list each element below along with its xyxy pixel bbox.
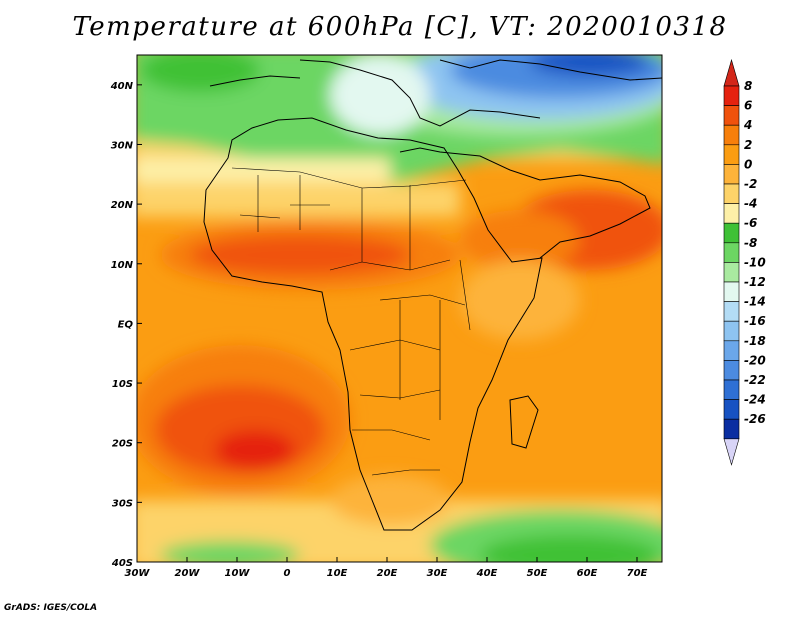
colorbar-swatch bbox=[723, 144, 740, 165]
colorbar-swatch bbox=[723, 124, 740, 146]
colorbar-label: -14 bbox=[744, 295, 766, 309]
lon-label: 20E bbox=[377, 568, 398, 579]
colorbar-label: 6 bbox=[744, 99, 752, 113]
colorbar-label: 2 bbox=[744, 138, 752, 152]
colorbar-swatch bbox=[723, 203, 740, 224]
lat-label: 10S bbox=[112, 379, 133, 390]
colorbar-swatch bbox=[723, 340, 740, 361]
lat-label: 30S bbox=[112, 498, 133, 509]
colorbar-label: -8 bbox=[744, 236, 757, 250]
longitude-labels: 30W 20W 10W 0 10E 20E 30E 40E 50E 60E 70E bbox=[125, 557, 648, 579]
colorbar-label: -22 bbox=[744, 373, 766, 387]
colorbar-bottom-arrow bbox=[723, 438, 740, 466]
lat-label: 40N bbox=[110, 81, 134, 92]
lon-label: 10E bbox=[327, 568, 348, 579]
lon-label: 20W bbox=[175, 568, 201, 579]
colorbar-swatch bbox=[723, 320, 740, 342]
colorbar-swatch bbox=[723, 262, 740, 283]
colorbar-swatch bbox=[723, 85, 740, 106]
colorbar-label: -2 bbox=[744, 177, 757, 191]
colorbar-swatch bbox=[723, 360, 740, 381]
lon-label: 0 bbox=[284, 568, 291, 579]
latitude-labels: 40N 30N 20N 10N EQ 10S 20S 30S 40S bbox=[110, 81, 142, 569]
lat-label: 10N bbox=[111, 260, 134, 271]
lat-label: 20S bbox=[112, 439, 133, 450]
temperature-field bbox=[137, 55, 662, 562]
colorbar-label: -10 bbox=[744, 255, 766, 269]
lon-label: 60E bbox=[577, 568, 598, 579]
africa-coastline bbox=[203, 59, 662, 531]
country-borders bbox=[231, 167, 471, 476]
lon-label: 30E bbox=[427, 568, 448, 579]
colorbar-swatch bbox=[723, 379, 740, 400]
colorbar-label: -6 bbox=[744, 216, 757, 230]
lon-label: 10W bbox=[225, 568, 251, 579]
colorbar-label: -4 bbox=[744, 197, 757, 211]
colorbar-label: -16 bbox=[744, 314, 766, 328]
lat-label: 20N bbox=[111, 200, 134, 211]
map-title: Temperature at 600hPa [C], VT: 202001031… bbox=[72, 12, 728, 42]
colorbar-label: 4 bbox=[743, 118, 752, 132]
colorbar-label: -26 bbox=[744, 412, 766, 426]
colorbar-label: 0 bbox=[744, 157, 752, 171]
lon-label: 70E bbox=[627, 568, 648, 579]
colorbar-swatch bbox=[723, 222, 740, 244]
colorbar-label: -18 bbox=[744, 334, 766, 348]
colorbar-top-arrow bbox=[723, 58, 740, 87]
colorbar-swatch bbox=[723, 242, 740, 263]
colorbar-label: 8 bbox=[744, 79, 752, 93]
colorbar-swatch bbox=[723, 183, 740, 204]
lat-label: 40S bbox=[111, 558, 133, 569]
colorbar-label: -12 bbox=[744, 275, 766, 289]
lon-label: 30W bbox=[125, 568, 151, 579]
colorbar: 8 6 4 2 0 -2 -4 -6 -8 -10 -12 -14 -16 -18 -20 -22 -24 -26 bbox=[723, 58, 766, 466]
grads-credit: GrADS: IGES/COLA bbox=[4, 603, 98, 613]
lat-label: 30N bbox=[111, 140, 134, 151]
colorbar-swatch bbox=[723, 105, 740, 126]
lon-label: 50E bbox=[527, 568, 548, 579]
colorbar-swatch bbox=[723, 281, 740, 302]
colorbar-swatch bbox=[723, 301, 740, 322]
lat-label: EQ bbox=[118, 319, 134, 330]
colorbar-swatch bbox=[723, 399, 740, 420]
colorbar-swatch bbox=[723, 418, 740, 440]
colorbar-swatch bbox=[723, 164, 740, 185]
map-frame bbox=[136, 54, 663, 563]
colorbar-label: -20 bbox=[744, 353, 766, 367]
lon-label: 40E bbox=[476, 568, 498, 579]
colorbar-label: -24 bbox=[744, 393, 766, 407]
